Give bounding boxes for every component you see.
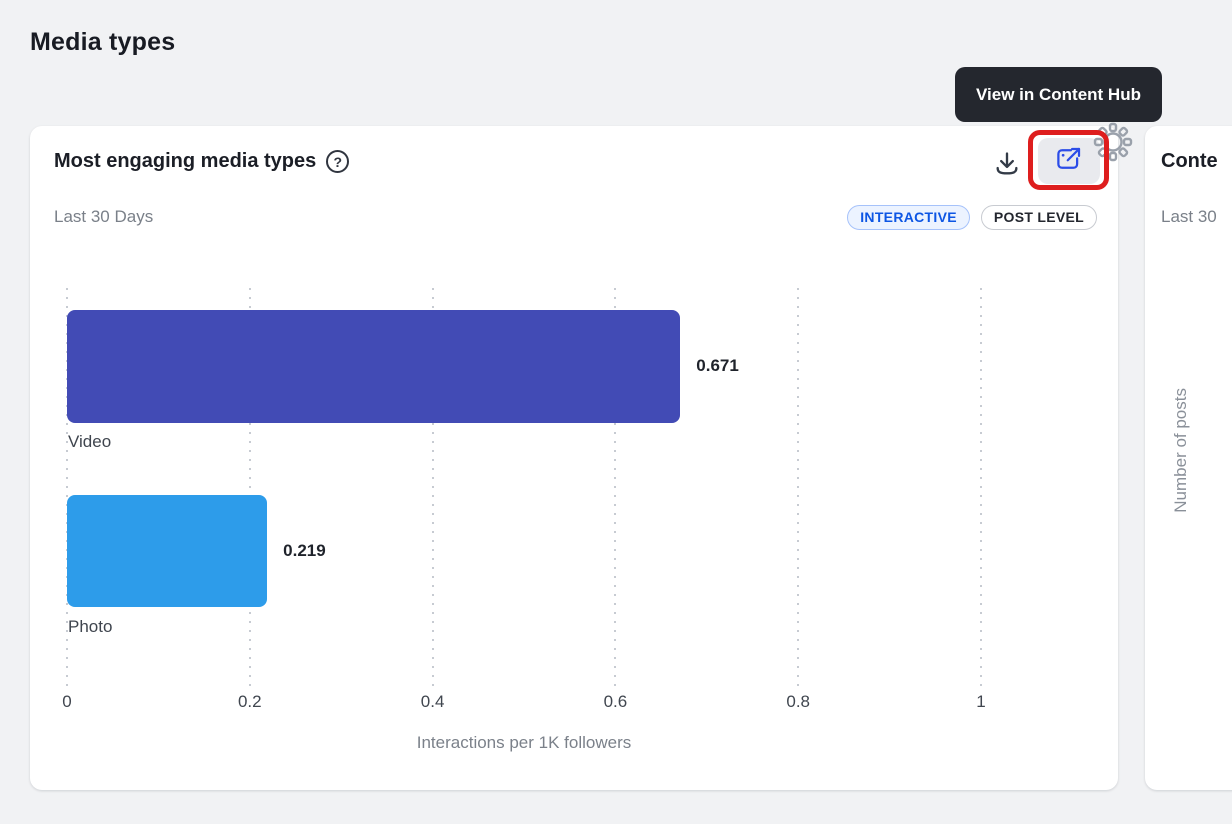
photo-bar-label: Photo bbox=[68, 617, 113, 636]
gridline bbox=[797, 288, 800, 690]
x-tick: 0.2 bbox=[237, 692, 262, 711]
gridline bbox=[248, 288, 251, 690]
download-icon bbox=[993, 149, 1021, 184]
bar-chart-plot: 0.671 Video 0.219 Photo bbox=[66, 288, 982, 690]
page-title: Media types bbox=[30, 28, 176, 56]
card-title: Most engaging media types ? bbox=[54, 150, 350, 173]
x-tick: 1 bbox=[976, 692, 986, 711]
post-level-badge: POST LEVEL bbox=[980, 205, 1097, 230]
x-tick: 0.6 bbox=[603, 692, 628, 711]
gridline bbox=[614, 288, 617, 690]
open-in-content-hub-icon bbox=[1054, 144, 1084, 179]
view-in-content-hub-tooltip: View in Content Hub bbox=[955, 67, 1162, 122]
photo-bar-value: 0.219 bbox=[283, 541, 326, 560]
x-tick: 0.8 bbox=[786, 692, 811, 711]
interactive-badge: INTERACTIVE bbox=[847, 205, 970, 230]
video-bar-value: 0.671 bbox=[696, 356, 739, 375]
most-engaging-media-types-card: Most engaging media types ? Last 30 Days… bbox=[30, 126, 1118, 790]
next-card-date-range: Last 30 bbox=[1161, 207, 1217, 226]
x-tick: 0.4 bbox=[420, 692, 445, 711]
help-icon[interactable]: ? bbox=[326, 150, 350, 173]
next-card-title: Conte bbox=[1161, 150, 1218, 172]
video-bar[interactable] bbox=[67, 310, 681, 423]
gridline bbox=[66, 288, 68, 690]
view-in-content-hub-button[interactable] bbox=[1038, 138, 1100, 184]
photo-bar[interactable] bbox=[67, 495, 268, 607]
chart-badges: INTERACTIVE POST LEVEL bbox=[847, 205, 1097, 230]
date-range-label: Last 30 Days bbox=[54, 207, 154, 226]
x-axis-title: Interactions per 1K followers bbox=[416, 733, 632, 752]
gear-icon[interactable] bbox=[1093, 122, 1133, 167]
gridline bbox=[431, 288, 434, 690]
x-axis-ticks: 0 0.2 0.4 0.6 0.8 1 bbox=[62, 692, 985, 716]
card-title-text: Most engaging media types bbox=[54, 150, 317, 172]
content-card-partial: Conte Last 30 Number of posts bbox=[1145, 126, 1232, 790]
gridline bbox=[980, 288, 982, 690]
next-card-y-axis-title: Number of posts bbox=[1171, 388, 1190, 513]
video-bar-label: Video bbox=[68, 432, 112, 451]
x-tick: 0 bbox=[62, 692, 72, 711]
download-button[interactable] bbox=[990, 148, 1024, 184]
